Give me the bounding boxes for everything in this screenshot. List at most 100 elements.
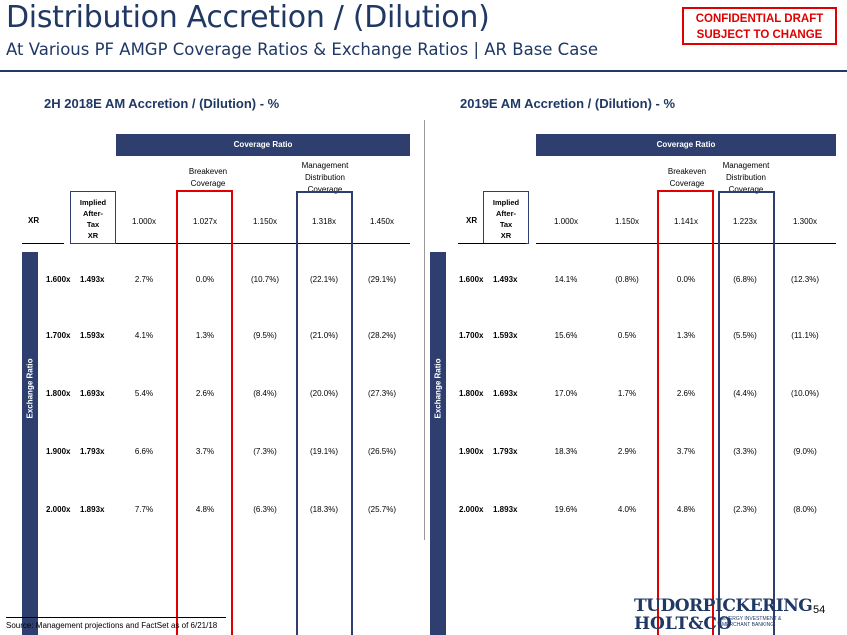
breakeven-highlight-box (176, 190, 233, 635)
xr-header: XR (28, 216, 40, 225)
management-highlight-box (296, 191, 353, 635)
implied-xr-box (483, 191, 529, 244)
table-cell: (10.0%) (790, 389, 819, 398)
column-header: 1.318x (311, 217, 337, 226)
row-implied-xr: 1.593x (493, 331, 518, 340)
logo-holt: HOLT&CO (634, 614, 732, 634)
table-cell: 1.3% (195, 331, 215, 340)
table-cell: (2.3%) (733, 505, 757, 514)
table-cell: (19.1%) (309, 447, 338, 456)
header-underline (116, 243, 410, 244)
table-cell: (8.0%) (793, 505, 817, 514)
table-cell: (0.8%) (615, 275, 639, 284)
row-implied-xr: 1.793x (493, 447, 518, 456)
table-cell: 5.4% (134, 389, 154, 398)
table-cell: 2.6% (195, 389, 215, 398)
left-section-title: 2H 2018E AM Accretion / (Dilution) - % (44, 96, 280, 111)
table-cell: (7.3%) (253, 447, 277, 456)
table-cell: 18.3% (554, 447, 578, 456)
breakeven-label: Breakeven Coverage (188, 167, 228, 188)
table-cell: (4.4%) (733, 389, 757, 398)
management-highlight-box (718, 191, 775, 635)
row-xr: 2.000x (459, 505, 484, 514)
table-cell: (12.3%) (790, 275, 819, 284)
row-implied-xr: 1.493x (80, 275, 105, 284)
table-cell: 4.1% (134, 331, 154, 340)
xr-header: XR (466, 216, 478, 225)
coverage-ratio-header: Coverage Ratio (116, 134, 410, 156)
column-header: 1.223x (732, 217, 758, 226)
table-cell: (5.5%) (733, 331, 757, 340)
header-underline (458, 243, 526, 244)
table-cell: 4.0% (617, 505, 637, 514)
table-cell: (10.7%) (250, 275, 279, 284)
page-title: Distribution Accretion / (Dilution) (6, 0, 490, 35)
row-implied-xr: 1.793x (80, 447, 105, 456)
exchange-ratio-bar (430, 252, 446, 635)
table-cell: (29.1%) (367, 275, 396, 284)
row-xr: 1.600x (46, 275, 71, 284)
table-cell: 1.7% (617, 389, 637, 398)
column-header: 1.150x (252, 217, 278, 226)
exchange-ratio-label: Exchange Ratio (433, 358, 443, 419)
table-cell: (22.1%) (309, 275, 338, 284)
confidential-line-1: CONFIDENTIAL DRAFT (695, 13, 824, 25)
row-implied-xr: 1.693x (493, 389, 518, 398)
footer-divider (6, 617, 226, 618)
table-cell: 3.7% (676, 447, 696, 456)
page-number: 54 (813, 604, 826, 616)
row-xr: 1.800x (459, 389, 484, 398)
table-cell: 0.5% (617, 331, 637, 340)
table-cell: 0.0% (195, 275, 215, 284)
right-section-title: 2019E AM Accretion / (Dilution) - % (460, 96, 676, 111)
row-implied-xr: 1.493x (493, 275, 518, 284)
row-xr: 1.700x (459, 331, 484, 340)
table-cell: (6.3%) (253, 505, 277, 514)
table-cell: 15.6% (554, 331, 578, 340)
table-cell: (3.3%) (733, 447, 757, 456)
confidential-badge: CONFIDENTIAL DRAFT SUBJECT TO CHANGE (682, 7, 837, 45)
logo-tudorpickering: TUDORPICKERING (634, 596, 813, 616)
table-cell: 2.7% (134, 275, 154, 284)
table-cell: (27.3%) (367, 389, 396, 398)
table-cell: (11.1%) (791, 331, 819, 340)
row-implied-xr: 1.693x (80, 389, 105, 398)
table-cell: (28.2%) (367, 331, 396, 340)
breakeven-highlight-box (657, 190, 714, 635)
table-cell: 0.0% (676, 275, 696, 284)
table-cell: 17.0% (554, 389, 578, 398)
row-xr: 2.000x (46, 505, 71, 514)
table-cell: 4.8% (195, 505, 215, 514)
row-xr: 1.800x (46, 389, 71, 398)
header-divider (0, 70, 847, 72)
row-xr: 1.600x (459, 275, 484, 284)
table-cell: (21.0%) (309, 331, 338, 340)
row-implied-xr: 1.593x (80, 331, 105, 340)
table-cell: (20.0%) (309, 389, 338, 398)
source-note: Source: Management projections and FactS… (6, 621, 218, 630)
table-cell: (9.0%) (793, 447, 817, 456)
row-xr: 1.700x (46, 331, 71, 340)
table-cell: (26.5%) (367, 447, 396, 456)
table-cell: 3.7% (195, 447, 215, 456)
row-implied-xr: 1.893x (493, 505, 518, 514)
header-underline (22, 243, 64, 244)
header-underline (536, 243, 836, 244)
table-cell: 4.8% (676, 505, 696, 514)
implied-xr-header: Implied After- Tax XR (79, 198, 107, 240)
implied-xr-box (70, 191, 116, 244)
row-implied-xr: 1.893x (80, 505, 105, 514)
table-cell: (8.4%) (253, 389, 277, 398)
table-cell: 2.6% (676, 389, 696, 398)
column-header: 1.150x (614, 217, 640, 226)
panel-divider (424, 120, 425, 540)
table-cell: 6.6% (134, 447, 154, 456)
column-header: 1.000x (553, 217, 579, 226)
column-header: 1.000x (131, 217, 157, 226)
exchange-ratio-bar (22, 252, 38, 635)
logo-tagline: ENERGY INVESTMENT & MERCHANT BANKING (722, 616, 782, 628)
column-header: 1.450x (369, 217, 395, 226)
table-cell: 14.1% (554, 275, 578, 284)
table-cell: 2.9% (617, 447, 637, 456)
breakeven-label: Breakeven Coverage (667, 167, 707, 188)
